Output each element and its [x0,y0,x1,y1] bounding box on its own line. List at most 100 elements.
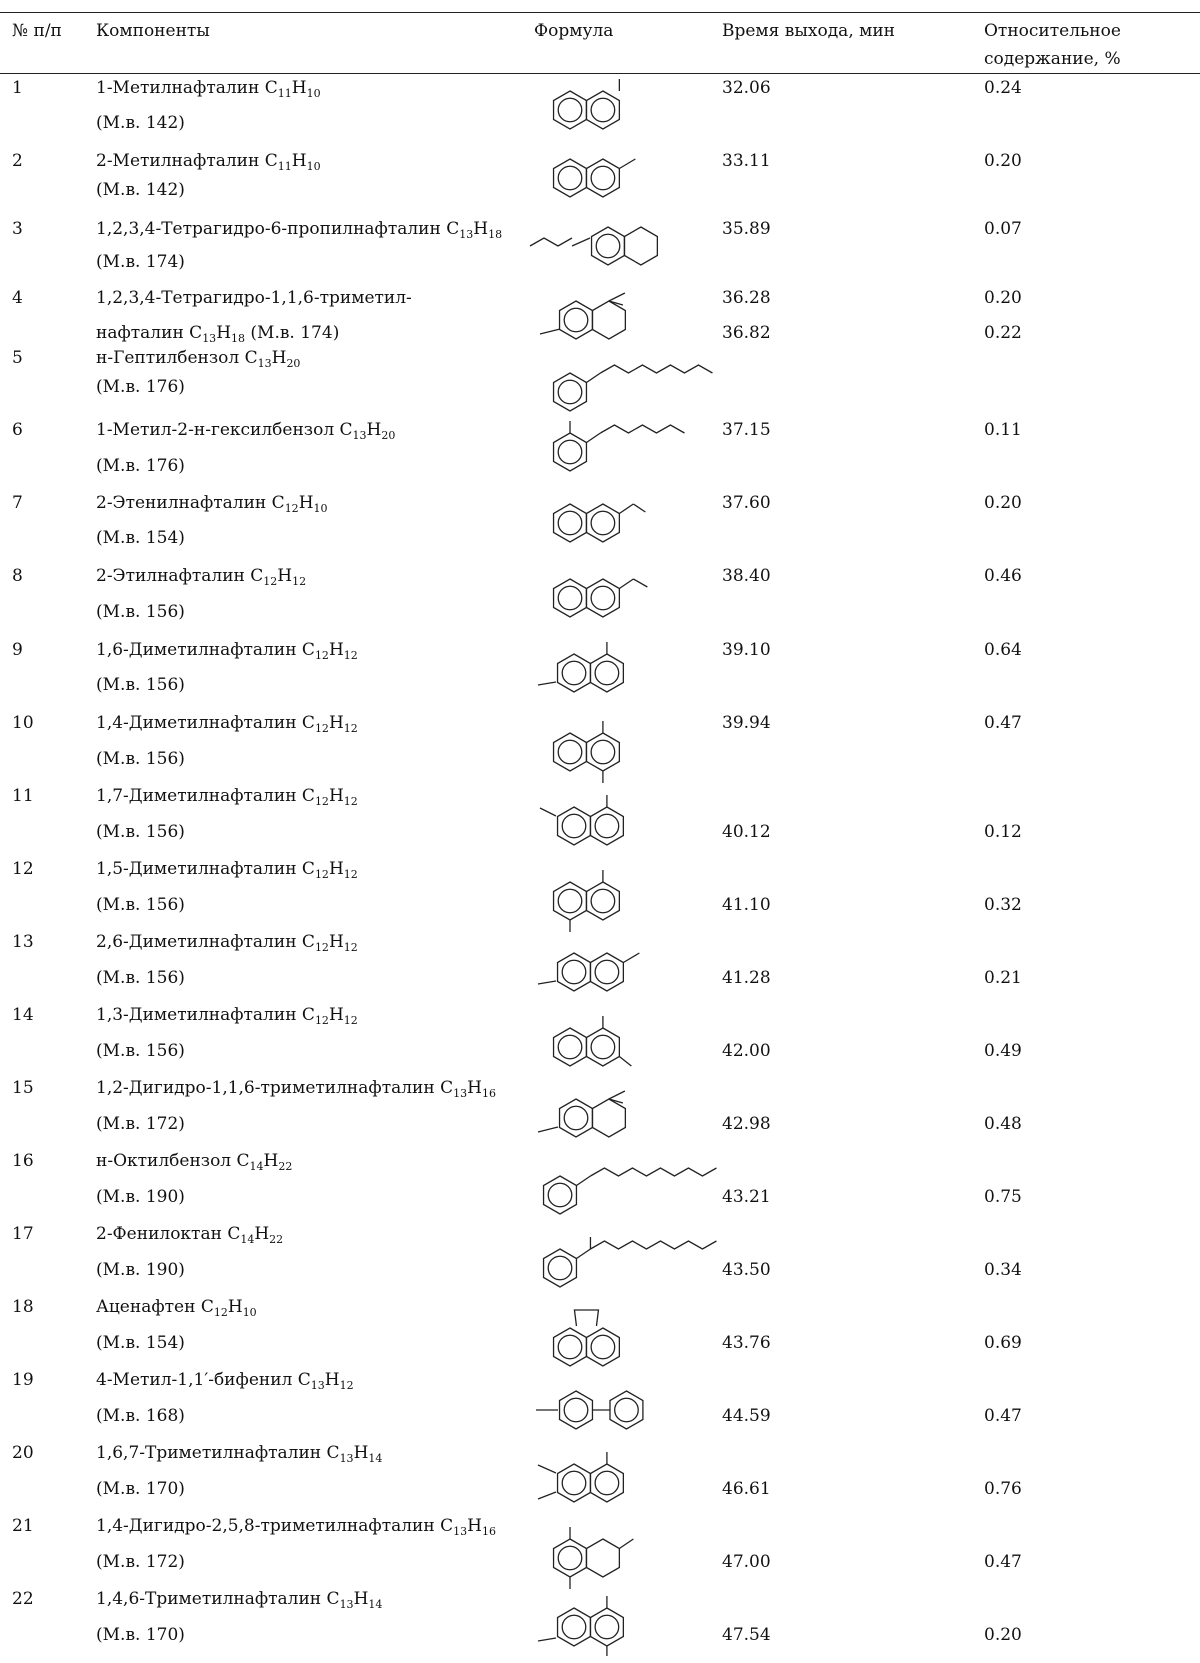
formula-part: (М.в. 142) [96,180,185,200]
relative-content: 0.20 [984,288,1022,308]
component-name: 4-Метил-1,1′-бифенил C13H12 [96,1370,354,1392]
molecular-weight: (М.в. 156) [96,970,185,987]
molecular-weight: (М.в. 176) [96,458,185,475]
molecular-weight: (М.в. 190) [96,1189,185,1206]
molecular-weight: (М.в. 156) [96,604,185,621]
retention-time: 43.50 [722,1260,771,1280]
formula-part: 20 [381,429,396,442]
molecular-weight: (М.в. 156) [96,1043,185,1060]
formula-part: 11 [277,160,292,173]
retention-time: 46.61 [722,1479,771,1499]
molecular-weight: (М.в. 172) [96,1554,185,1571]
relative-content: 0.21 [984,968,1022,988]
formula-part: 22 [278,1160,293,1173]
1-methylnaphthalene-structure-icon [552,79,621,130]
formula-part: H [366,420,382,440]
formula-part: 13 [339,1452,354,1465]
formula-part: 13 [352,429,367,442]
formula-part: (М.в. 174) [96,252,185,272]
15-dimethylnaphthalene-structure-icon [552,870,621,932]
146-trimethylnaphthalene-structure-icon [537,1596,625,1656]
relative-content: 0.47 [984,1406,1022,1426]
relative-content: 0.34 [984,1260,1022,1280]
formula-part: 13 [453,1087,468,1100]
16-dimethylnaphthalene-structure-icon [537,642,625,693]
formula-part: н-Октилбензол C [96,1151,250,1171]
molecular-weight: (М.в. 168) [96,1408,185,1425]
relative-content: 0.20 [984,493,1022,513]
formula-part: Аценафтен C [96,1297,214,1317]
row-number: 5 [12,348,23,368]
relative-content: 0.64 [984,640,1022,660]
molecular-weight: (М.в. 172) [96,1116,185,1133]
acenaphthene-structure-icon [552,1309,621,1367]
component-name: 2-Этилнафталин C12H12 [96,568,306,588]
formula-part: (М.в. 156) [96,602,185,622]
row-number: 7 [12,493,23,513]
relative-content: 0.76 [984,1479,1022,1499]
formula-part: 1,4-Дигидро-2,5,8-триметилнафталин C [96,1516,454,1536]
methylbiphenyl-structure-icon [536,1390,644,1430]
header-bottom-rule [0,73,1200,74]
relative-content: 0.22 [984,323,1022,343]
formula-part: 1,7-Диметилнафталин C [96,786,315,806]
formula-part: (М.в. 174) [245,323,340,343]
formula-part: 14 [368,1452,383,1465]
molecular-weight: (М.в. 156) [96,751,185,768]
component-name: 1,6-Диметилнафталин C12H12 [96,642,358,662]
formula-part: 14 [368,1598,383,1611]
formula-part: H [291,151,307,171]
component-name: 2-Фенилоктан C14H22 [96,1226,283,1246]
formula-part: 11 [277,87,292,100]
relative-content: 0.46 [984,566,1022,586]
row-number: 16 [12,1151,34,1171]
row-number: 9 [12,640,23,660]
formula-part: (М.в. 168) [96,1406,185,1426]
retention-time: 35.89 [722,219,771,239]
formula-part: H [324,1370,340,1390]
row-number: 13 [12,932,34,952]
formula-part: 12 [314,868,329,881]
formula-part: H [216,323,232,343]
formula-part: 12 [314,795,329,808]
molecular-weight: (М.в. 170) [96,1627,185,1644]
row-number: 3 [12,219,23,239]
ethylnaphthalene-structure-icon [552,578,648,618]
trimethyltetralin-structure-icon [539,292,627,340]
formula-part: H [263,1151,279,1171]
header-num: № п/п [12,21,62,41]
retention-time: 44.59 [722,1406,771,1426]
formula-part: H [298,493,314,513]
component-name: 1,6,7-Триметилнафталин C13H14 [96,1445,383,1465]
component-name: 1-Метил-2-н-гексилбензол C13H20 [96,420,396,442]
formula-part: 12 [343,868,358,881]
row-number: 21 [12,1516,34,1536]
formula-part: 10 [242,1306,257,1319]
relative-content: 0.32 [984,895,1022,915]
formula-part: 12 [343,649,358,662]
formula-part: (М.в. 190) [96,1187,185,1207]
formula-part: (М.в. 156) [96,822,185,842]
component-name: 2-Метилнафталин C11H10 [96,151,321,173]
row-number: 14 [12,1005,34,1025]
row-number: 17 [12,1224,34,1244]
table-top-rule [0,12,1200,13]
retention-time: 37.15 [722,420,771,440]
formula-part: 1,2,3,4-Тетрагидро-1,1,6-триметил- [96,288,412,308]
formula-part: (М.в. 190) [96,1260,185,1280]
formula-part: (М.в. 172) [96,1552,185,1572]
formula-part: (М.в. 156) [96,1041,185,1061]
molecular-weight: (М.в. 170) [96,1481,185,1498]
header-formula: Формула [534,21,614,41]
formula-part: 2-Метилнафталин C [96,151,278,171]
formula-part: 13 [310,1379,325,1392]
formula-part: H [328,786,344,806]
formula-part: 12 [314,649,329,662]
formula-part: 12 [343,941,358,954]
formula-part: 10 [306,160,321,173]
167-trimethylnaphthalene-structure-icon [537,1452,625,1503]
formula-part: 12 [263,575,278,588]
relative-content: 0.47 [984,1552,1022,1572]
formula-part: 13 [459,228,474,241]
component-name: 1,4,6-Триметилнафталин C13H14 [96,1591,383,1611]
